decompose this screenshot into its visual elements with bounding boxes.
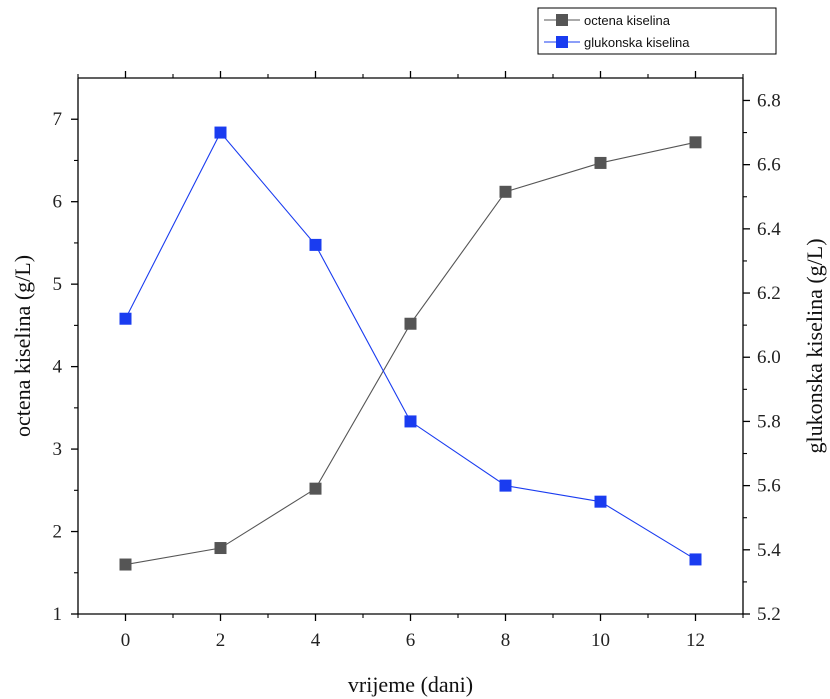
data-point-octena [404, 317, 417, 330]
right-y-tick-label: 5.8 [757, 411, 781, 432]
left-y-tick-label: 1 [53, 604, 63, 625]
legend-box [537, 7, 777, 55]
right-y-tick-label: 6.0 [757, 347, 781, 368]
right-y-tick-label: 5.4 [757, 540, 781, 561]
left-y-tick-label: 3 [53, 439, 63, 460]
series-line-octena [125, 141, 696, 566]
right-y-tick-label: 6.8 [757, 90, 781, 111]
series-line-glukonska [125, 131, 696, 560]
legend-label: glukonska kiselina [584, 35, 690, 50]
series-group [119, 126, 702, 571]
legend-swatch-marker [556, 14, 568, 26]
left-y-tick-label: 7 [53, 109, 63, 130]
left-y-axis-title: octena kiselina (g/L) [10, 255, 35, 437]
data-point-glukonska [119, 312, 132, 325]
data-point-glukonska [499, 479, 512, 492]
right-y-tick-label: 5.2 [757, 604, 781, 625]
data-point-glukonska [404, 415, 417, 428]
left-y-tick-label: 4 [53, 357, 63, 378]
legend-swatch-marker [556, 36, 568, 48]
data-point-octena [119, 558, 132, 571]
data-point-glukonska [689, 553, 702, 566]
right-y-tick-label: 5.6 [757, 476, 781, 497]
x-tick-label: 0 [121, 630, 131, 651]
right-y-tick-label: 6.4 [757, 219, 781, 240]
x-tick-label: 2 [216, 630, 226, 651]
x-tick-label: 6 [406, 630, 416, 651]
data-point-glukonska [309, 238, 322, 251]
legend-label: octena kiselina [584, 13, 671, 28]
ticks-group: 0 2 4 6 8 10 1212345675.25.45.65.86.06.26.46.6… [53, 71, 781, 651]
left-y-tick-label: 6 [53, 192, 63, 213]
legend: octena kiselina glukonska kiselina [537, 7, 777, 55]
left-y-tick-label: 2 [53, 522, 63, 543]
right-y-axis-title: glukonska kiselina (g/L) [802, 238, 827, 453]
x-tick-label: 4 [311, 630, 321, 651]
right-y-tick-label: 6.2 [757, 283, 781, 304]
x-tick-label: 12 [686, 630, 705, 651]
left-y-tick-label: 5 [53, 274, 63, 295]
data-point-glukonska [594, 495, 607, 508]
data-point-octena [499, 185, 512, 198]
data-point-octena [689, 136, 702, 149]
data-point-octena [214, 542, 227, 555]
data-point-octena [309, 482, 322, 495]
x-tick-label: 8 [501, 630, 511, 651]
axes-group [77, 77, 744, 615]
right-y-tick-label: 6.6 [757, 155, 781, 176]
data-point-octena [594, 156, 607, 169]
x-tick-label: 10 [591, 630, 610, 651]
data-point-glukonska [214, 126, 227, 139]
x-axis-title: vrijeme (dani) [348, 672, 473, 697]
